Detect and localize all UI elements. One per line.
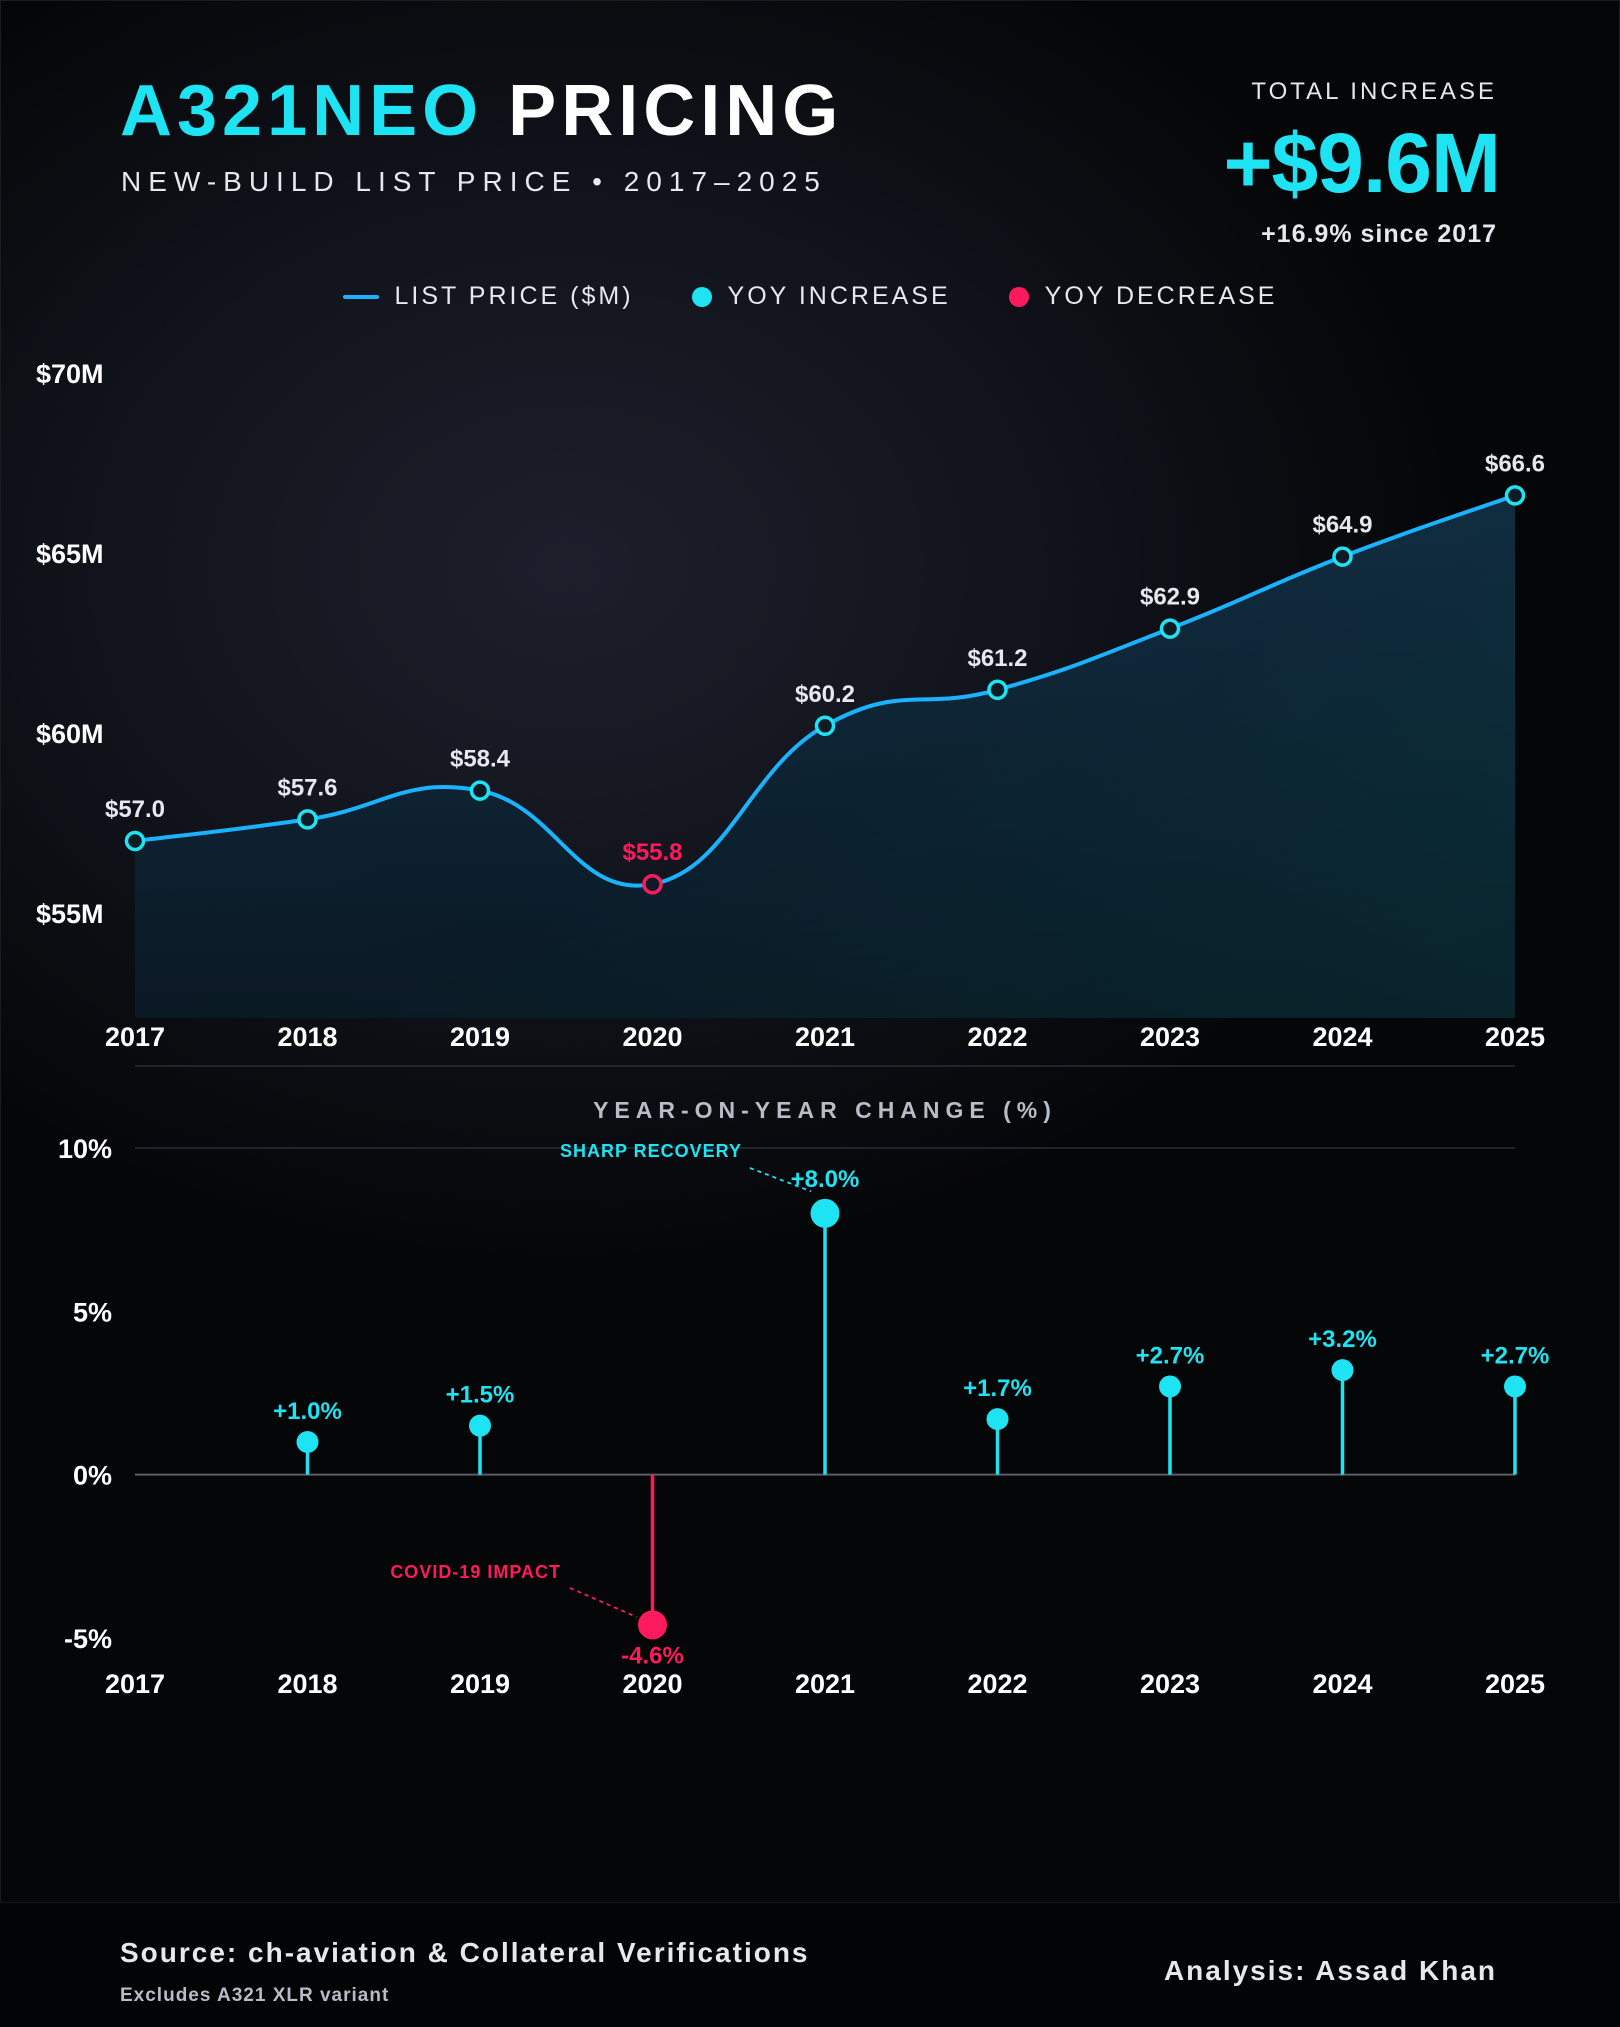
legend-label-list-price: LIST PRICE ($M) xyxy=(394,282,634,310)
legend: LIST PRICE ($M) YOY INCREASE YOY DECREAS… xyxy=(0,282,1620,311)
title-accent: A321NEO xyxy=(120,71,484,151)
y-tick-label-price: $70M xyxy=(36,359,104,389)
x-tick-label-price: 2021 xyxy=(795,1022,855,1052)
x-tick-label-price: 2020 xyxy=(622,1022,682,1052)
price-point xyxy=(1332,546,1353,567)
price-point xyxy=(1159,618,1181,639)
y-tick-label-yoy: 5% xyxy=(73,1297,112,1327)
analysis-credit: Analysis: Assad Khan xyxy=(1163,1955,1497,1986)
yoy-point xyxy=(1331,1359,1354,1382)
chart-canvas: $55M $60M $65M $70M $57.0 $57.6 $58.4 $55.8 $60.… xyxy=(36,359,1550,1699)
x-tick-label-yoy: 2025 xyxy=(1485,1669,1545,1699)
annotation-covid-impact: COVID-19 IMPACT xyxy=(390,1562,561,1582)
source-text: Source: ch-aviation & Collateral Verific… xyxy=(120,1937,810,1968)
page-title: A321NEO PRICING xyxy=(120,70,843,152)
price-data-label: $55.8 xyxy=(622,839,682,866)
yoy-data-label: +2.7% xyxy=(1136,1342,1205,1369)
legend-line-swatch xyxy=(342,294,379,299)
price-point xyxy=(1504,485,1526,506)
yoy-point xyxy=(469,1414,491,1437)
legend-item-decrease: YOY DECREASE xyxy=(1008,282,1278,311)
price-data-label: $57.6 xyxy=(277,774,337,801)
yoy-data-label: +1.0% xyxy=(273,1398,342,1425)
x-tick-label-price: 2025 xyxy=(1485,1022,1545,1052)
price-point xyxy=(124,830,146,852)
x-tick-label-yoy: 2021 xyxy=(795,1669,855,1699)
legend-dot-decrease xyxy=(1008,286,1029,307)
price-data-label: $64.9 xyxy=(1312,512,1372,539)
x-tick-label-price: 2018 xyxy=(277,1022,337,1052)
yoy-data-label: +8.0% xyxy=(791,1166,860,1193)
x-tick-label-price: 2024 xyxy=(1312,1022,1372,1052)
price-data-label: $66.6 xyxy=(1485,450,1545,477)
yoy-point xyxy=(810,1198,840,1228)
x-tick-label-price: 2019 xyxy=(450,1022,510,1052)
y-tick-label-yoy: 0% xyxy=(73,1461,112,1491)
price-point xyxy=(469,780,491,801)
annotation-sharp-recovery: SHARP RECOVERY xyxy=(560,1141,742,1161)
legend-item-increase: YOY INCREASE xyxy=(691,282,951,311)
yoy-point xyxy=(638,1610,667,1640)
yoy-point xyxy=(1504,1375,1526,1398)
yoy-data-label: -4.6% xyxy=(621,1642,684,1669)
price-point xyxy=(642,873,663,895)
page-subtitle: NEW-BUILD LIST PRICE • 2017–2025 xyxy=(121,166,827,197)
yoy-data-label: +2.7% xyxy=(1481,1342,1550,1369)
y-tick-label-price: $55M xyxy=(36,899,104,929)
yoy-data-label: +1.5% xyxy=(446,1382,515,1409)
legend-label-decrease: YOY DECREASE xyxy=(1044,282,1278,310)
yoy-data-label: +1.7% xyxy=(963,1375,1032,1402)
total-increase-value: +$9.6M xyxy=(1223,116,1501,210)
x-tick-label-yoy: 2022 xyxy=(967,1669,1027,1699)
source-note: Excludes A321 XLR variant xyxy=(120,1985,390,2006)
x-tick-label-yoy: 2023 xyxy=(1140,1669,1200,1699)
price-point xyxy=(987,679,1008,701)
x-tick-label-yoy: 2020 xyxy=(622,1669,682,1699)
y-tick-label-yoy: 10% xyxy=(58,1134,112,1164)
x-tick-label-yoy: 2024 xyxy=(1312,1669,1372,1699)
y-tick-label-price: $60M xyxy=(36,719,104,749)
x-tick-label-price: 2023 xyxy=(1140,1022,1200,1052)
total-increase-label: TOTAL INCREASE xyxy=(1251,78,1497,105)
annotation-leader-covid xyxy=(569,1587,637,1618)
legend-item-list-price: LIST PRICE ($M) xyxy=(342,282,634,311)
x-tick-label-price: 2017 xyxy=(105,1022,165,1052)
yoy-point xyxy=(296,1431,319,1453)
x-tick-label-price: 2022 xyxy=(967,1022,1027,1052)
y-tick-label-price: $65M xyxy=(36,539,104,569)
yoy-data-label: +3.2% xyxy=(1308,1326,1377,1353)
y-tick-label-yoy: -5% xyxy=(64,1624,112,1654)
total-increase-percent: +16.9% since 2017 xyxy=(1261,220,1497,248)
price-data-label: $57.0 xyxy=(105,796,165,823)
price-data-label: $58.4 xyxy=(450,746,511,773)
price-data-label: $61.2 xyxy=(967,645,1027,672)
price-point xyxy=(297,809,318,830)
footer: Source: ch-aviation & Collateral Verific… xyxy=(0,1902,1620,2027)
yoy-point xyxy=(986,1408,1009,1431)
x-tick-label-yoy: 2017 xyxy=(105,1669,165,1699)
price-data-label: $60.2 xyxy=(795,681,855,708)
price-area-shade xyxy=(135,495,1515,1018)
yoy-point xyxy=(1159,1375,1181,1398)
x-tick-label-yoy: 2019 xyxy=(450,1669,510,1699)
legend-label-increase: YOY INCREASE xyxy=(727,282,951,310)
yoy-chart-title: YEAR-ON-YEAR CHANGE (%) xyxy=(593,1097,1057,1123)
title-rest: PRICING xyxy=(508,71,844,151)
price-data-label: $62.9 xyxy=(1140,584,1200,611)
x-tick-label-yoy: 2018 xyxy=(277,1669,337,1699)
annotation-leader-recovery xyxy=(749,1167,812,1193)
price-point xyxy=(814,715,836,737)
legend-dot-increase xyxy=(691,286,712,307)
price-line xyxy=(133,493,1517,888)
